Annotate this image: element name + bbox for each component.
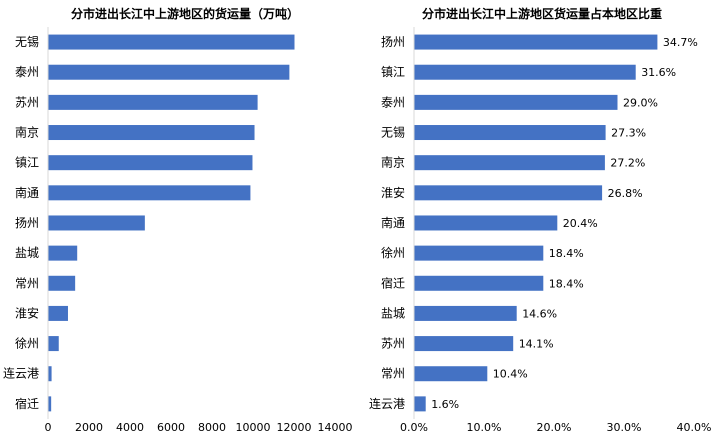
right-data-label: 18.4% bbox=[549, 247, 584, 260]
left-x-tick-label: 2000 bbox=[75, 421, 103, 434]
left-category-label: 南通 bbox=[15, 185, 39, 200]
left-bar bbox=[48, 215, 145, 231]
left-category-label: 南京 bbox=[15, 125, 39, 140]
right-category-label: 宿迁 bbox=[381, 275, 405, 290]
right-data-label: 31.6% bbox=[641, 66, 676, 79]
left-bar bbox=[48, 336, 59, 352]
left-bar bbox=[48, 396, 52, 412]
left-category-label: 盐城 bbox=[15, 246, 39, 260]
left-bar bbox=[48, 155, 253, 171]
right-data-label: 14.6% bbox=[522, 307, 557, 320]
left-x-tick-label: 6000 bbox=[157, 421, 185, 434]
left-bar bbox=[48, 185, 251, 201]
right-category-label: 泰州 bbox=[381, 95, 405, 109]
left-category-label: 苏州 bbox=[15, 95, 39, 109]
left-bar bbox=[48, 305, 68, 321]
right-data-label: 10.4% bbox=[493, 368, 528, 381]
right-category-label: 南京 bbox=[381, 155, 405, 170]
left-x-tick-label: 8000 bbox=[198, 421, 226, 434]
right-category-label: 徐州 bbox=[381, 245, 405, 260]
right-bar bbox=[414, 155, 605, 171]
left-x-tick-label: 4000 bbox=[116, 421, 144, 434]
right-bar bbox=[414, 34, 658, 50]
left-category-label: 镇江 bbox=[15, 156, 39, 170]
right-bar bbox=[414, 396, 426, 412]
right-data-label: 1.6% bbox=[431, 398, 459, 411]
left-bar bbox=[48, 34, 295, 50]
left-category-label: 淮安 bbox=[15, 305, 39, 320]
left-category-label: 宿迁 bbox=[15, 396, 39, 411]
right-category-label: 南通 bbox=[381, 215, 405, 230]
right-bar bbox=[414, 185, 603, 201]
right-bar bbox=[414, 125, 606, 141]
right-data-label: 26.8% bbox=[608, 187, 643, 200]
right-x-tick-label: 40.0% bbox=[677, 421, 712, 434]
chart-right-title: 分市进出长江中上游地区货运量占本地区比重 bbox=[422, 6, 662, 21]
right-x-tick-label: 20.0% bbox=[537, 421, 572, 434]
right-x-tick-label: 30.0% bbox=[607, 421, 642, 434]
right-x-tick-label: 10.0% bbox=[467, 421, 502, 434]
right-category-label: 苏州 bbox=[381, 337, 405, 351]
left-category-label: 扬州 bbox=[15, 215, 39, 230]
right-bar bbox=[414, 305, 517, 321]
right-bar bbox=[414, 336, 514, 352]
left-bar bbox=[48, 125, 255, 141]
left-category-label: 徐州 bbox=[15, 336, 39, 351]
right-data-label: 34.7% bbox=[663, 36, 698, 49]
left-x-tick-label: 10000 bbox=[236, 421, 271, 434]
left-bar bbox=[48, 275, 76, 291]
left-bar bbox=[48, 245, 78, 261]
right-category-label: 镇江 bbox=[381, 65, 405, 79]
right-category-label: 无锡 bbox=[381, 125, 405, 140]
left-bar bbox=[48, 64, 290, 80]
left-category-label: 无锡 bbox=[15, 34, 39, 49]
right-category-label: 淮安 bbox=[381, 185, 405, 200]
left-x-tick-label: 14000 bbox=[318, 421, 353, 434]
left-category-label: 连云港 bbox=[3, 366, 39, 381]
right-bar bbox=[414, 64, 636, 80]
right-bar bbox=[414, 275, 544, 291]
right-bar bbox=[414, 245, 544, 261]
right-data-label: 27.3% bbox=[611, 127, 646, 140]
right-bar bbox=[414, 94, 618, 110]
right-category-label: 连云港 bbox=[369, 396, 405, 411]
right-data-label: 27.2% bbox=[610, 157, 645, 170]
right-data-label: 14.1% bbox=[519, 338, 554, 351]
right-category-label: 盐城 bbox=[381, 306, 405, 320]
chart-right-share: 分市进出长江中上游地区货运量占本地区比重 扬州 34.7% 镇江 31.6% 泰州 29.… bbox=[369, 6, 711, 434]
right-category-label: 常州 bbox=[381, 367, 405, 381]
right-data-label: 18.4% bbox=[549, 277, 584, 290]
right-bar bbox=[414, 215, 558, 231]
left-x-tick-label: 12000 bbox=[277, 421, 312, 434]
right-data-label: 29.0% bbox=[623, 96, 658, 109]
left-x-tick-label: 0 bbox=[45, 421, 52, 434]
chart-left-volume: 分市进出长江中上游地区的货运量（万吨） 无锡泰州苏州南京镇江南通扬州盐城常州淮安… bbox=[3, 6, 353, 434]
left-bar bbox=[48, 94, 258, 110]
left-category-label: 常州 bbox=[15, 276, 39, 290]
right-data-label: 20.4% bbox=[563, 217, 598, 230]
left-bar bbox=[48, 366, 52, 382]
left-category-label: 泰州 bbox=[15, 65, 39, 79]
right-bar bbox=[414, 366, 488, 382]
chart-left-title: 分市进出长江中上游地区的货运量（万吨） bbox=[71, 6, 299, 21]
right-category-label: 扬州 bbox=[381, 34, 405, 49]
right-x-tick-label: 0.0% bbox=[400, 421, 428, 434]
chart-right-plot: 扬州 34.7% 镇江 31.6% 泰州 29.0% 无锡 27.3% 南京 27.2% 淮安 26.… bbox=[369, 27, 711, 434]
